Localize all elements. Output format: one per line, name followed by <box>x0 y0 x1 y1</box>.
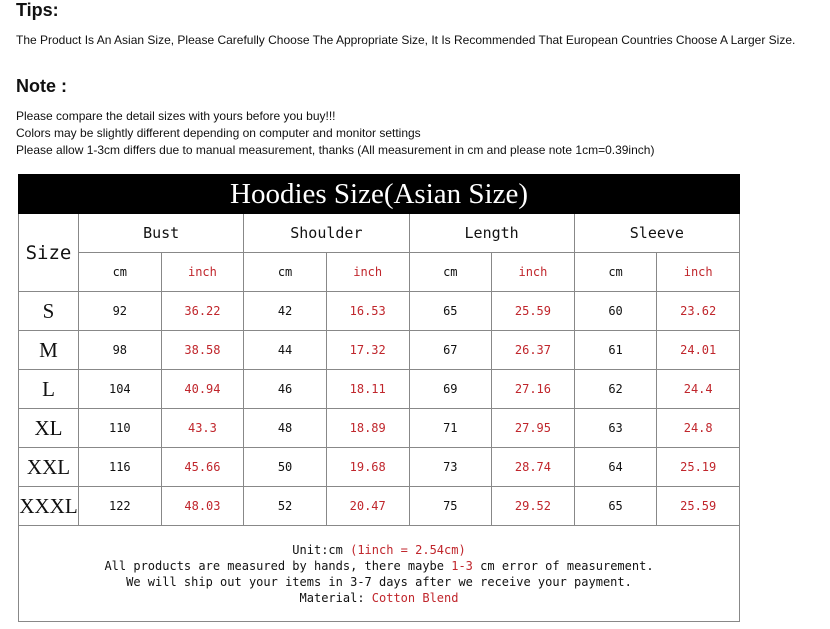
material-note: Material: Cotton Blend <box>19 590 739 606</box>
size-header: Size <box>18 213 79 292</box>
inch-cell: 18.89 <box>325 408 410 448</box>
unit-header-cm: cm <box>408 252 493 292</box>
cm-cell: 69 <box>408 369 493 409</box>
material-label: Material: <box>299 590 372 605</box>
cm-cell: 52 <box>243 486 327 526</box>
inch-cell: 28.74 <box>491 447 575 487</box>
inch-cell: 24.4 <box>656 369 740 409</box>
cm-cell: 60 <box>573 291 658 331</box>
note-lines: Please compare the detail sizes with you… <box>16 108 816 159</box>
table-row: S 92 36.22 42 16.53 65 25.59 60 23.62 <box>18 291 740 331</box>
cm-cell: 116 <box>78 447 162 487</box>
inch-cell: 45.66 <box>160 447 245 487</box>
note-heading: Note : <box>16 76 67 96</box>
inch-cell: 43.3 <box>160 408 245 448</box>
cm-cell: 44 <box>243 330 327 370</box>
size-cell: XXXL <box>18 486 79 526</box>
inch-cell: 16.53 <box>325 291 410 331</box>
material-value: Cotton Blend <box>371 590 459 605</box>
cm-cell: 65 <box>573 486 658 526</box>
inch-cell: 25.59 <box>491 291 575 331</box>
cm-cell: 42 <box>243 291 327 331</box>
inch-cell: 25.59 <box>656 486 740 526</box>
inch-cell: 25.19 <box>656 447 740 487</box>
cm-cell: 98 <box>78 330 162 370</box>
inch-cell: 40.94 <box>160 369 245 409</box>
cm-cell: 92 <box>78 291 162 331</box>
inch-cell: 26.37 <box>491 330 575 370</box>
measure-b: 1-3 <box>451 558 473 573</box>
inch-cell: 48.03 <box>160 486 245 526</box>
size-chart-table: Hoodies Size(Asian Size) Size Bust Shoul… <box>18 174 741 622</box>
inch-cell: 20.47 <box>325 486 410 526</box>
cm-cell: 63 <box>573 408 658 448</box>
measure-a: All products are measured by hands, ther… <box>104 558 452 573</box>
note-line: Please compare the detail sizes with you… <box>16 109 336 123</box>
group-sleeve: Sleeve <box>573 213 741 253</box>
table-row: L 104 40.94 46 18.11 69 27.16 62 24.4 <box>18 369 740 409</box>
tips-text: The Product Is An Asian Size, Please Car… <box>16 33 796 47</box>
inch-cell: 18.11 <box>325 369 410 409</box>
cm-cell: 122 <box>78 486 162 526</box>
note-line: Please allow 1-3cm differs due to manual… <box>16 143 655 157</box>
inch-cell: 24.8 <box>656 408 740 448</box>
group-shoulder: Shoulder <box>243 213 410 253</box>
table-row: XXL 116 45.66 50 19.68 73 28.74 64 25.19 <box>18 447 740 487</box>
table-footer: Unit:cm (1inch = 2.54cm) All products ar… <box>18 525 740 622</box>
inch-cell: 29.52 <box>491 486 575 526</box>
unit-note: Unit:cm (1inch = 2.54cm) <box>19 542 739 558</box>
cm-cell: 64 <box>573 447 658 487</box>
cm-cell: 50 <box>243 447 327 487</box>
size-cell: S <box>18 291 79 331</box>
inch-cell: 19.68 <box>325 447 410 487</box>
inch-cell: 23.62 <box>656 291 740 331</box>
cm-cell: 61 <box>573 330 658 370</box>
inch-cell: 36.22 <box>160 291 245 331</box>
table-title: Hoodies Size(Asian Size) <box>18 174 740 214</box>
cm-cell: 104 <box>78 369 162 409</box>
table-row: XL 110 43.3 48 18.89 71 27.95 63 24.8 <box>18 408 740 448</box>
cm-cell: 67 <box>408 330 493 370</box>
inch-cell: 38.58 <box>160 330 245 370</box>
size-cell: M <box>18 330 79 370</box>
cm-cell: 48 <box>243 408 327 448</box>
inch-cell: 24.01 <box>656 330 740 370</box>
group-length: Length <box>408 213 575 253</box>
unit-conversion: (1inch = 2.54cm) <box>350 542 466 557</box>
measure-note: All products are measured by hands, ther… <box>19 558 739 574</box>
inch-cell: 17.32 <box>325 330 410 370</box>
tips-heading: Tips: <box>16 0 59 20</box>
unit-header-inch: inch <box>491 252 575 292</box>
cm-cell: 110 <box>78 408 162 448</box>
cm-cell: 71 <box>408 408 493 448</box>
unit-header-inch: inch <box>160 252 245 292</box>
unit-header-cm: cm <box>78 252 162 292</box>
group-bust: Bust <box>77 213 245 253</box>
cm-cell: 62 <box>573 369 658 409</box>
cm-cell: 65 <box>408 291 493 331</box>
inch-cell: 27.95 <box>491 408 575 448</box>
cm-cell: 73 <box>408 447 493 487</box>
unit-header-cm: cm <box>243 252 327 292</box>
ship-note: We will ship out your items in 3-7 days … <box>126 574 632 589</box>
table-row: M 98 38.58 44 17.32 67 26.37 61 24.01 <box>18 330 740 370</box>
unit-header-inch: inch <box>656 252 740 292</box>
table-row: XXXL 122 48.03 52 20.47 75 29.52 65 25.59 <box>18 486 740 526</box>
size-cell: L <box>18 369 79 409</box>
cm-cell: 75 <box>408 486 493 526</box>
inch-cell: 27.16 <box>491 369 575 409</box>
size-cell: XL <box>18 408 79 448</box>
unit-header-inch: inch <box>325 252 410 292</box>
unit-prefix: Unit:cm <box>292 542 351 557</box>
size-cell: XXL <box>18 447 79 487</box>
unit-header-cm: cm <box>573 252 658 292</box>
measure-c: cm error of measurement. <box>472 558 654 573</box>
note-line: Colors may be slightly different dependi… <box>16 126 421 140</box>
cm-cell: 46 <box>243 369 327 409</box>
